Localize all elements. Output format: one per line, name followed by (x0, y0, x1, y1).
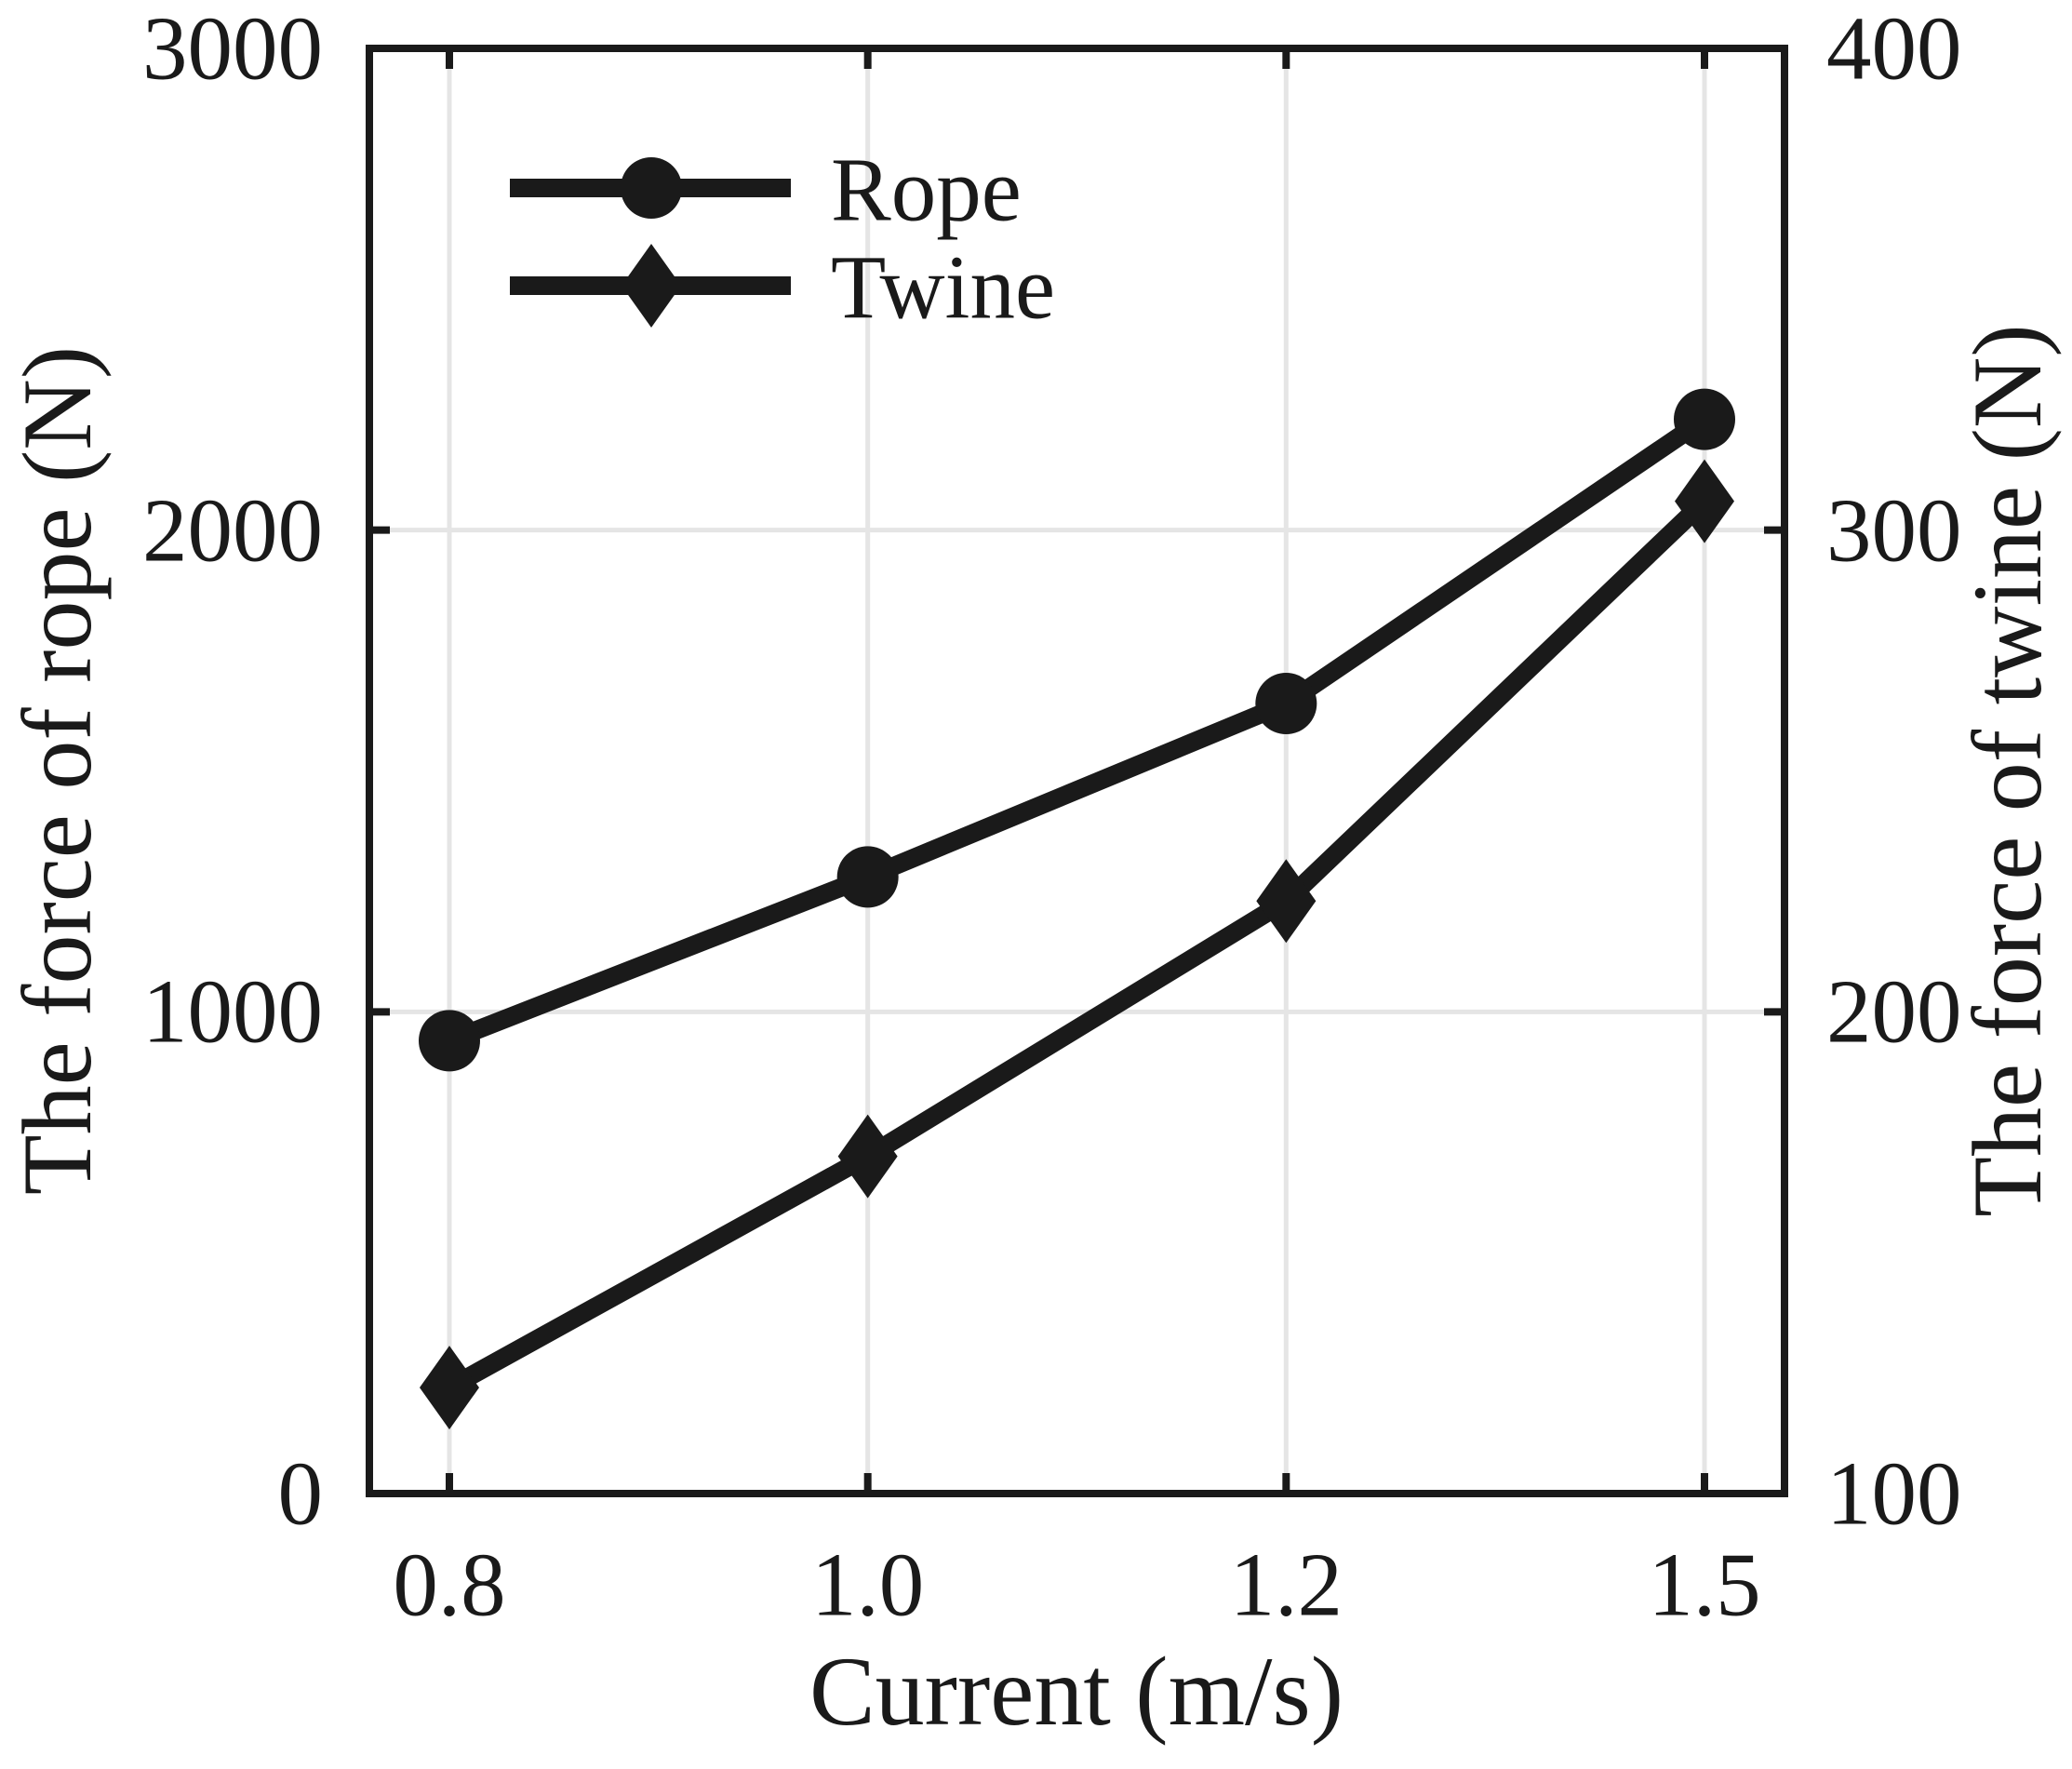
y-left-tick-label: 1000 (142, 961, 323, 1062)
y-right-tick-label: 200 (1826, 961, 1962, 1062)
x-axis-title: Current (m/s) (809, 1637, 1344, 1746)
y-right-tick-label: 100 (1826, 1443, 1962, 1544)
y-right-tick-label: 400 (1826, 0, 1962, 99)
left-axis-title: The force of rope (N) (3, 345, 112, 1196)
marker-circle-rope (1674, 388, 1735, 450)
x-tick-label: 1.2 (1229, 1534, 1343, 1635)
x-tick-label: 1.0 (811, 1534, 925, 1635)
x-tick-label: 1.5 (1648, 1534, 1761, 1635)
y-left-tick-label: 0 (277, 1443, 324, 1544)
marker-diamond-twine (1675, 459, 1734, 543)
y-left-tick-label: 3000 (142, 0, 323, 99)
y-right-tick-label: 300 (1826, 480, 1962, 581)
marker-circle-rope (836, 846, 899, 908)
marker-diamond-twine (1256, 859, 1317, 944)
plot-border (366, 45, 1788, 1497)
marker-diamond-twine (420, 1346, 479, 1430)
y-left-tick-label: 2000 (142, 480, 323, 581)
legend-label-twine: Twine (831, 237, 1056, 338)
x-tick-label: 0.8 (393, 1534, 506, 1635)
legend-marker-rope (621, 157, 682, 219)
series-line-twine (445, 494, 1711, 1396)
legend-marker-twine (622, 244, 681, 328)
marker-circle-rope (1255, 673, 1317, 735)
legend-label-rope: Rope (831, 140, 1022, 240)
marker-diamond-twine (837, 1114, 898, 1199)
right-axis-title: The force of twine (N) (1953, 324, 2062, 1217)
series-line-rope (446, 411, 1710, 1050)
marker-circle-rope (419, 1010, 480, 1072)
